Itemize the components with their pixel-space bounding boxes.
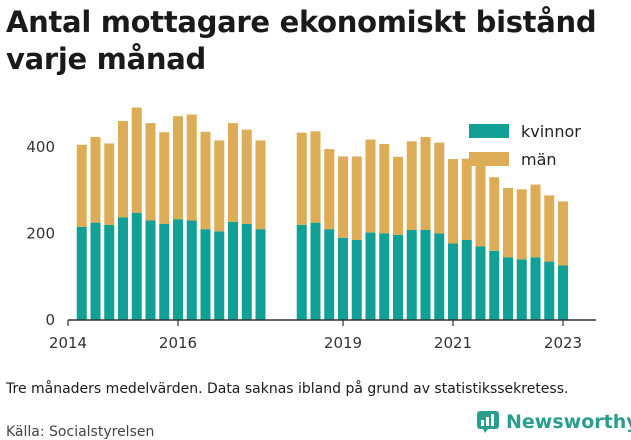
newsworthy-logo[interactable]: Newsworthy (476, 410, 631, 434)
bar-man (406, 141, 417, 230)
brand-name: Newsworthy (506, 411, 631, 433)
bar-man (338, 156, 348, 238)
bar-man (145, 123, 156, 221)
legend: kvinnor män (469, 122, 581, 169)
bar-kvinnor (104, 224, 115, 320)
y-tick-label: 200 (26, 224, 55, 242)
bar-kvinnor (145, 220, 156, 320)
bar-kvinnor (351, 239, 362, 320)
bar-man (393, 156, 403, 235)
bar-kvinnor (90, 222, 101, 320)
bar-kvinnor (214, 231, 225, 320)
bar-man (448, 159, 458, 244)
bar-kvinnor (338, 237, 348, 320)
bar-kvinnor (489, 250, 500, 320)
legend-label: män (521, 150, 557, 169)
bar-kvinnor (324, 229, 335, 320)
y-tick-label: 0 (45, 311, 55, 329)
bar-kvinnor (255, 229, 266, 320)
bar-kvinnor (503, 257, 513, 320)
newsworthy-logo-icon (477, 411, 499, 433)
bar-man (489, 177, 500, 251)
bar-man (558, 201, 568, 266)
bar-man (76, 144, 87, 227)
bar-man (228, 123, 238, 222)
chart-title: Antal mottagare ekonomiskt bistånd varje… (6, 5, 597, 76)
legend-swatch (469, 124, 509, 138)
bar-man (365, 139, 376, 233)
bar-man (351, 156, 362, 240)
bar-man (241, 129, 252, 224)
bar-kvinnor (516, 259, 527, 320)
bar-man (544, 195, 555, 262)
bar-man (324, 149, 335, 230)
legend-label: kvinnor (521, 122, 581, 141)
bar-man (104, 143, 115, 225)
bars-group (76, 107, 568, 320)
bar-kvinnor (131, 212, 142, 320)
bar-kvinnor (393, 234, 403, 320)
source-note: Källa: Socialstyrelsen (6, 424, 155, 440)
bar-kvinnor (475, 246, 486, 320)
bar-kvinnor (530, 257, 541, 320)
bar-man (159, 132, 170, 224)
bar-kvinnor (173, 219, 183, 320)
bar-kvinnor (186, 220, 197, 320)
x-tick-label: 2021 (434, 334, 472, 352)
bar-man (131, 107, 142, 213)
bar-man (200, 131, 211, 230)
bar-man (173, 116, 183, 220)
bar-kvinnor (544, 261, 555, 320)
bar-kvinnor (448, 243, 458, 320)
bar-kvinnor (558, 265, 568, 320)
bar-kvinnor (420, 230, 431, 320)
bar-man (434, 142, 445, 234)
bar-man (296, 132, 307, 225)
bar-man (475, 165, 486, 247)
bar-kvinnor (406, 230, 417, 320)
bar-kvinnor (296, 224, 307, 320)
axes-group: 0 200 400 2014 2016 2019 2021 2023 (26, 138, 596, 352)
bar-kvinnor (76, 226, 87, 320)
x-tick-label: 2014 (49, 334, 87, 352)
y-tick-label: 400 (26, 138, 55, 156)
x-tick-label: 2023 (544, 334, 582, 352)
bar-kvinnor (379, 233, 390, 320)
bar-man (118, 120, 128, 218)
bar-man (310, 131, 321, 223)
legend-swatch (469, 152, 509, 166)
bar-kvinnor (434, 233, 445, 320)
bar-man (214, 140, 225, 232)
bar-man (90, 136, 101, 223)
bar-man (530, 184, 541, 258)
x-tick-label: 2019 (324, 334, 362, 352)
bar-man (379, 143, 390, 234)
bar-kvinnor (461, 239, 472, 320)
bar-kvinnor (200, 229, 211, 320)
chart-caption: Tre månaders medelvärden. Data saknas ib… (6, 381, 569, 397)
bar-kvinnor (365, 232, 376, 320)
x-tick-label: 2016 (159, 334, 197, 352)
bar-kvinnor (241, 223, 252, 320)
bar-man (516, 189, 527, 260)
bar-man (503, 188, 513, 258)
bar-man (255, 140, 266, 230)
bar-man (461, 158, 472, 240)
bar-kvinnor (310, 222, 321, 320)
bar-kvinnor (118, 217, 128, 320)
bar-man (420, 136, 431, 230)
bar-kvinnor (159, 223, 170, 320)
bar-man (186, 114, 197, 221)
bar-kvinnor (228, 221, 238, 320)
